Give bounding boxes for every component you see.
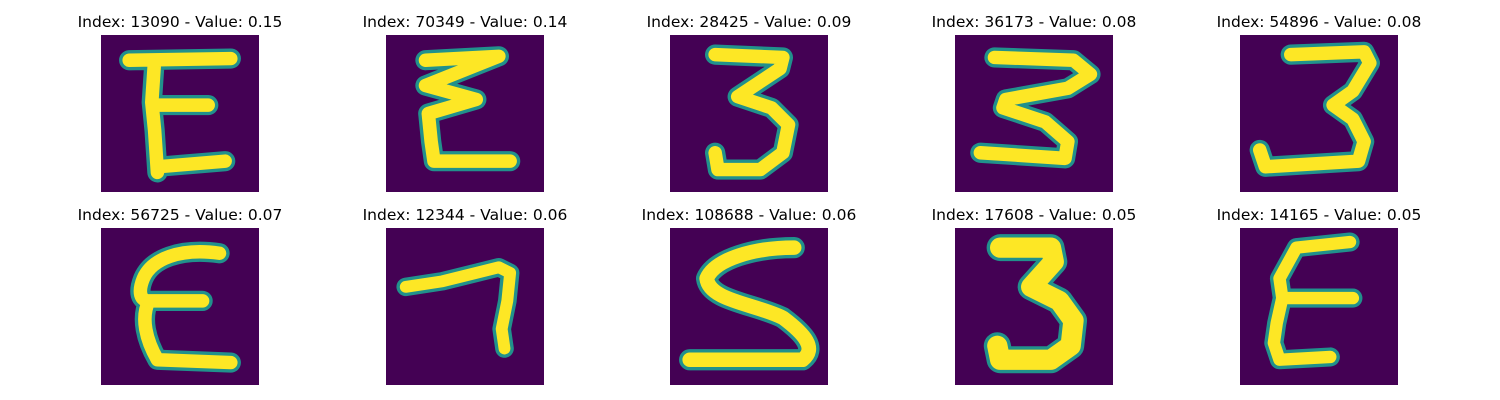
glyph-stroke	[418, 49, 517, 168]
panel-title: Index: 14165 - Value: 0.05	[1216, 206, 1422, 224]
digit-panel: Index: 56725 - Value: 0.07	[55, 203, 305, 393]
panel-title: Index: 12344 - Value: 0.06	[362, 206, 568, 224]
digit-image-3-bold	[955, 228, 1113, 385]
digit-image-7	[386, 228, 544, 385]
panel-title: Index: 108688 - Value: 0.06	[641, 206, 857, 224]
digit-panel: Index: 14165 - Value: 0.05	[1194, 203, 1444, 393]
digit-panel: Index: 28425 - Value: 0.09	[624, 10, 874, 200]
glyph-stroke	[133, 245, 238, 370]
panel-title: Index: 36173 - Value: 0.08	[931, 13, 1137, 31]
glyph-stroke	[682, 240, 817, 368]
glyph-stroke	[1267, 235, 1360, 366]
glyph-stroke	[973, 50, 1098, 166]
glyph-stroke	[708, 47, 796, 177]
digit-panel: Index: 12344 - Value: 0.06	[340, 203, 590, 393]
digit-image-3-slanted	[955, 35, 1113, 192]
glyph-stroke	[987, 237, 1084, 370]
digit-image-e-wide	[101, 35, 259, 192]
panel-title: Index: 70349 - Value: 0.14	[362, 13, 568, 31]
panel-title: Index: 13090 - Value: 0.15	[77, 13, 283, 31]
image-background	[386, 228, 544, 385]
glyph-stroke	[122, 51, 238, 180]
glyph-stroke	[1252, 45, 1377, 174]
digit-image-e-round	[101, 228, 259, 385]
panel-title: Index: 56725 - Value: 0.07	[77, 206, 283, 224]
glyph-stroke	[399, 261, 517, 355]
panel-title: Index: 54896 - Value: 0.08	[1216, 13, 1422, 31]
panel-title: Index: 28425 - Value: 0.09	[646, 13, 852, 31]
digit-panel: Index: 54896 - Value: 0.08	[1194, 10, 1444, 200]
digit-image-3-open	[1240, 35, 1398, 192]
digit-panel: Index: 17608 - Value: 0.05	[909, 203, 1159, 393]
digit-image-e-zigzag	[386, 35, 544, 192]
digit-panel: Index: 36173 - Value: 0.08	[909, 10, 1159, 200]
digit-panel: Index: 70349 - Value: 0.14	[340, 10, 590, 200]
digit-image-5	[670, 228, 828, 385]
digit-panel: Index: 108688 - Value: 0.06	[624, 203, 874, 393]
digit-panel: Index: 13090 - Value: 0.15	[55, 10, 305, 200]
digit-image-e-narrow	[1240, 228, 1398, 385]
digit-image-3-tall	[670, 35, 828, 192]
panel-title: Index: 17608 - Value: 0.05	[931, 206, 1137, 224]
